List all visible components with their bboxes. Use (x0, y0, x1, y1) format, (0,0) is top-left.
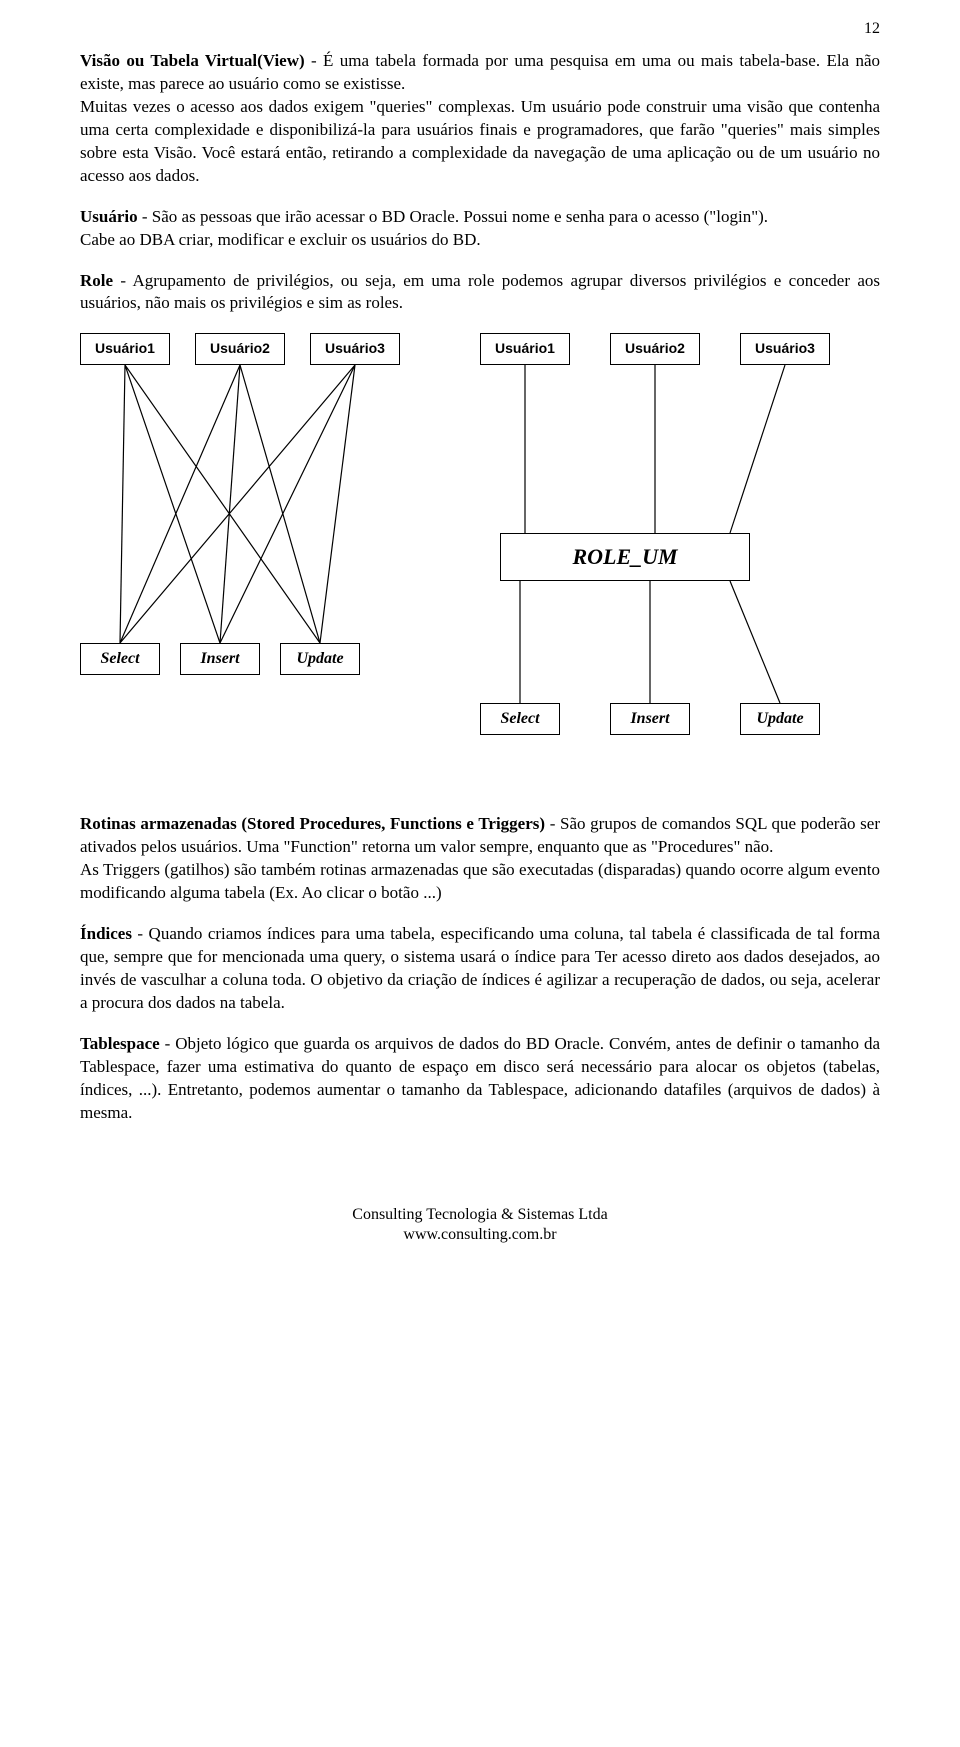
right-priv-insert: Insert (610, 703, 690, 735)
role-diagram: Usuário1 Usuário2 Usuário3 Usuário1 Usuário2… (80, 333, 880, 783)
right-user-1: Usuário1 (480, 333, 570, 365)
right-priv-select: Select (480, 703, 560, 735)
text: Cabe ao DBA criar, modificar e excluir o… (80, 230, 481, 249)
text: - São as pessoas que irão acessar o BD O… (138, 207, 768, 226)
text: - Objeto lógico que guarda os arquivos d… (80, 1034, 880, 1122)
term-indices: Índices (80, 924, 132, 943)
paragraph-tablespace: Tablespace - Objeto lógico que guarda os… (80, 1033, 880, 1125)
paragraph-usuario: Usuário - São as pessoas que irão acessa… (80, 206, 880, 252)
paragraph-visao: Visão ou Tabela Virtual(View) - É uma ta… (80, 50, 880, 188)
right-user-2: Usuário2 (610, 333, 700, 365)
document-page: 12 Visão ou Tabela Virtual(View) - É uma… (0, 0, 960, 1306)
term-usuario: Usuário (80, 207, 138, 226)
footer-line1: Consulting Tecnologia & Sistemas Ltda (352, 1206, 607, 1223)
text: - Quando criamos índices para uma tabela… (80, 924, 880, 1012)
text: - Agrupamento de privilégios, ou seja, e… (80, 271, 880, 313)
term-role: Role (80, 271, 113, 290)
page-footer: Consulting Tecnologia & Sistemas Ltda ww… (80, 1205, 880, 1247)
footer-line2: www.consulting.com.br (403, 1226, 556, 1243)
right-user-3: Usuário3 (740, 333, 830, 365)
paragraph-rotinas: Rotinas armazenadas (Stored Procedures, … (80, 813, 880, 905)
term-rotinas: Rotinas armazenadas (Stored Procedures, … (80, 814, 545, 833)
page-number: 12 (864, 20, 880, 38)
paragraph-indices: Índices - Quando criamos índices para um… (80, 923, 880, 1015)
text: As Triggers (gatilhos) são também rotina… (80, 860, 880, 902)
left-priv-update: Update (280, 643, 360, 675)
left-user-3: Usuário3 (310, 333, 400, 365)
text: Muitas vezes o acesso aos dados exigem "… (80, 97, 880, 185)
left-priv-insert: Insert (180, 643, 260, 675)
role-node: ROLE_UM (500, 533, 750, 581)
left-priv-select: Select (80, 643, 160, 675)
term-visao: Visão ou Tabela Virtual(View) (80, 51, 305, 70)
right-priv-update: Update (740, 703, 820, 735)
left-user-1: Usuário1 (80, 333, 170, 365)
left-user-2: Usuário2 (195, 333, 285, 365)
paragraph-role: Role - Agrupamento de privilégios, ou se… (80, 270, 880, 316)
term-tablespace: Tablespace (80, 1034, 160, 1053)
